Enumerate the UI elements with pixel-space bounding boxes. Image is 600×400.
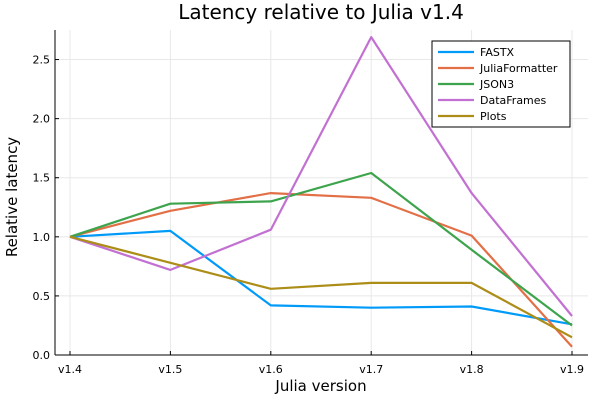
- x-tick-label: v1.7: [359, 363, 383, 376]
- chart-title: Latency relative to Julia v1.4: [178, 0, 464, 24]
- plot-frame: [54, 30, 588, 356]
- y-tick-label: 1.5: [33, 172, 51, 185]
- series-line-dataframes: [69, 35, 573, 317]
- legend-label: JSON3: [479, 78, 514, 91]
- x-tick-label: v1.8: [460, 363, 484, 376]
- series-line-juliaformatter: [69, 192, 573, 348]
- legend-label: Plots: [480, 110, 507, 123]
- legend-label: DataFrames: [480, 94, 547, 107]
- y-tick-label: 2.0: [33, 113, 51, 126]
- legend-label: FASTX: [480, 46, 515, 59]
- y-axis-label: Relative latency: [3, 137, 21, 257]
- x-tick-label: v1.4: [58, 363, 82, 376]
- legend-label: JuliaFormatter: [479, 62, 558, 75]
- series-lines: [69, 35, 573, 348]
- series-line-plots: [69, 235, 573, 339]
- series-line-json3: [69, 171, 573, 327]
- x-tick-label: v1.6: [259, 363, 283, 376]
- y-tick-label: 0.0: [33, 349, 51, 362]
- legend: FASTX JuliaFormatter JSON3 DataFrames Plots: [431, 40, 571, 128]
- y-tick-label: 0.5: [33, 290, 51, 303]
- y-tick-label: 2.5: [33, 54, 51, 67]
- ticks: v1.4 v1.5 v1.6 v1.7 v1.8 v1.9 0.0 0.5 1.0 1.5 2.0 2…: [33, 54, 585, 376]
- x-tick-label: v1.5: [158, 363, 182, 376]
- series-line-fastx: [69, 229, 573, 326]
- x-tick-label: v1.9: [560, 363, 584, 376]
- x-axis-label: Julia version: [274, 377, 366, 395]
- y-tick-label: 1.0: [33, 231, 51, 244]
